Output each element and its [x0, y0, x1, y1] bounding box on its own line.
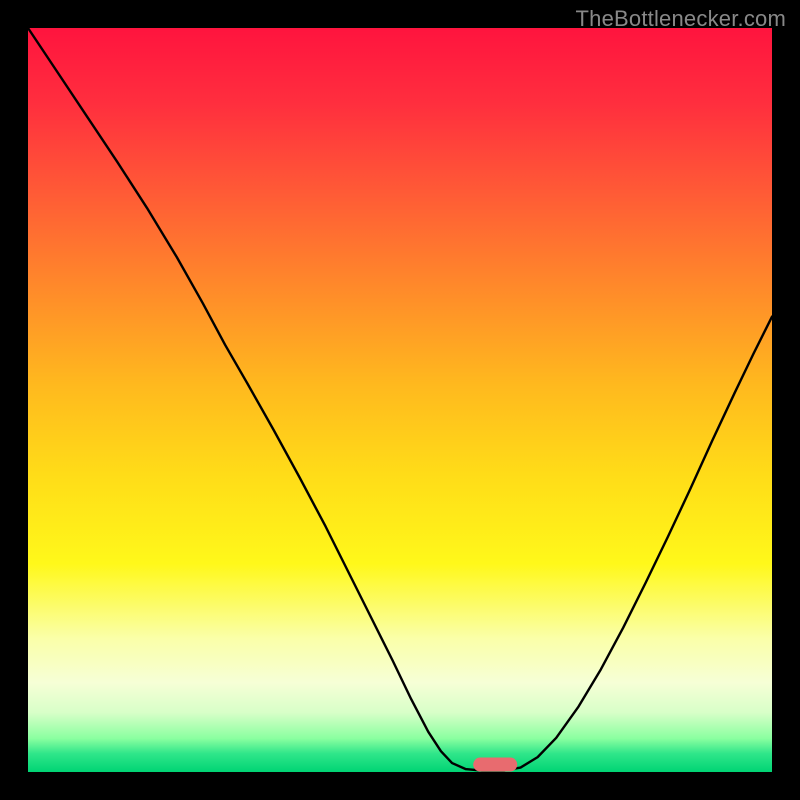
plot-background [28, 28, 772, 772]
watermark-text: TheBottlenecker.com [576, 6, 786, 32]
bottleneck-chart [0, 0, 800, 800]
optimum-marker [473, 758, 517, 772]
chart-container: TheBottlenecker.com [0, 0, 800, 800]
